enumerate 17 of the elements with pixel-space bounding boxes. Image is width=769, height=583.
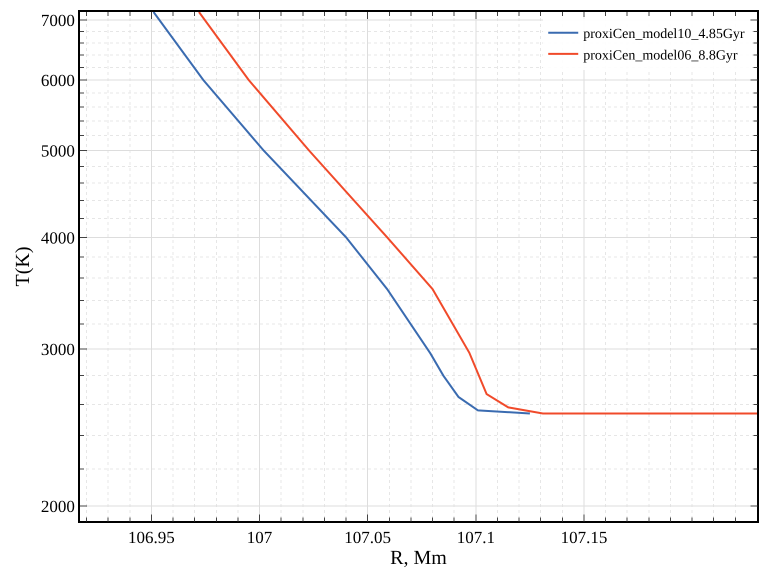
legend-label: proxiCen_model06_8.8Gyr: [583, 48, 738, 64]
line-series: [152, 12, 531, 414]
x-tick-label: 107.15: [560, 528, 608, 548]
y-axis-title: T(K): [12, 246, 34, 286]
y-tick-label: 7000: [40, 11, 75, 30]
y-tick-label: 2000: [40, 497, 75, 516]
x-axis-title: R, Mm: [390, 547, 448, 570]
x-tick-label: 107: [246, 528, 273, 548]
y-tick-label: 5000: [40, 142, 75, 161]
legend-label: proxiCen_model10_4.85Gyr: [583, 27, 745, 42]
y-tick-label: 6000: [40, 70, 75, 90]
y-tick-label: 4000: [40, 228, 75, 248]
x-tick-label: 106.95: [128, 528, 175, 548]
y-tick-label: 3000: [40, 340, 75, 359]
x-tick-label: 107.1: [456, 528, 495, 548]
line-series: [198, 12, 757, 414]
x-tick-label: 107.05: [344, 528, 392, 548]
